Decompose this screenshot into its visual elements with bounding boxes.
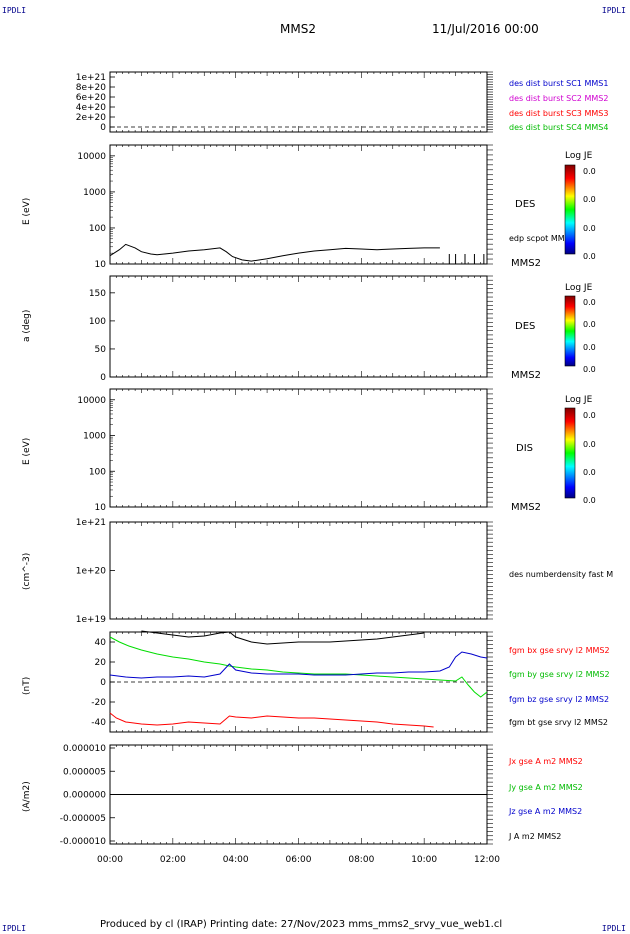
colorbar-tick: 0.0 [583,496,596,505]
legend-fgm-by: fgm by gse srvy l2 MMS2 [509,670,610,679]
colorbar-p4 [564,407,576,499]
y-tick-label-p6: 20 [95,658,107,668]
x-tick-label: 08:00 [348,855,374,865]
y-tick-label-p2: 10 [95,260,107,270]
colorbar-tick: 0.0 [583,411,596,420]
y-tick-label-p3: 0 [100,373,106,383]
x-tick-label: 12:00 [474,855,500,865]
y-tick-label-p7: -0.000010 [60,837,106,847]
panel-frame-p3 [109,275,488,378]
y-tick-label-p1: 6e+20 [76,93,107,103]
colorbar-p2 [564,164,576,255]
y-tick-label-p3: 100 [89,317,106,327]
series-line-edp-scpot-MMS2 [109,243,440,262]
series-line-fgm-bz-gse-srvy-l2-MMS2 [109,651,488,679]
panel-frame-p4 [109,388,488,508]
legend-des-numberdensity: des numberdensity fast M [509,570,614,579]
species-label-des: DES [515,199,536,210]
y-tick-label-p7: -0.000005 [60,814,106,824]
y-tick-label-p4: 100 [89,467,106,477]
colorbar-p3 [564,295,576,367]
y-tick-label-p3: 150 [89,289,106,299]
colorbar-tick: 0.0 [583,224,596,233]
y-tick-label-p4: 10 [95,503,107,513]
footer-credits: Produced by cl (IRAP) Printing date: 27/… [100,919,503,930]
colorbar-tick: 0.0 [583,252,596,261]
colorbar-tick: 0.0 [583,440,596,449]
corner-mark-top-left: IPDLI [2,6,27,15]
y-tick-label-p7: 0.000010 [63,744,106,754]
y-tick-label-p2: 1000 [83,188,106,198]
spacecraft-title: MMS2 [280,22,316,36]
plot-date: 11/Jul/2016 00:00 [432,22,539,36]
colorbar-title-p4: Log JE [565,395,593,405]
y-tick-label-p2: 10000 [77,152,106,162]
y-tick-label-p3: 50 [95,345,107,355]
y-tick-label-p7: 0.000000 [63,791,106,801]
legend-fgm-bt: fgm bt gse srvy l2 MMS2 [509,718,608,727]
legend-jz: Jz gse A m2 MMS2 [509,807,583,816]
colorbar-title-p2: Log JE [565,151,593,161]
legend-jy: Jy gse A m2 MMS2 [509,783,583,792]
legend-des-sc1: des dist burst SC1 MMS1 [509,79,609,88]
spacecraft-label-p2: MMS2 [511,258,541,269]
panel-frame-p5 [109,521,488,620]
species-label-dis: DIS [516,443,533,454]
y-tick-label-p4: 1000 [83,432,106,442]
legend-jx: Jx gse A m2 MMS2 [509,757,583,766]
legend-j-total: J A m2 MMS2 [509,832,562,841]
species-label-des-pitch: DES [515,321,536,332]
legend-des-sc4: des dist burst SC4 MMS4 [509,123,609,132]
y-tick-label-p6: 40 [95,638,107,648]
legend-edp-scpot: edp scpot MMS2 [509,234,575,243]
y-tick-label-p2: 100 [89,224,106,234]
colorbar-tick: 0.0 [583,298,596,307]
y-tick-label-p5: 1e+21 [76,518,106,528]
panel-frame-p2 [109,144,488,265]
colorbar-tick: 0.0 [583,365,596,374]
y-tick-label-p1: 4e+20 [76,103,107,113]
corner-mark-bottom-left: IPDLI [2,924,27,933]
y-tick-label-p4: 10000 [77,396,106,406]
legend-fgm-bx: fgm bx gse srvy l2 MMS2 [509,646,610,655]
y-tick-label-p1: 8e+20 [76,83,107,93]
spacecraft-label-p4: MMS2 [511,502,541,513]
y-tick-label-p1: 0 [100,123,106,133]
colorbar-tick: 0.0 [583,320,596,329]
x-tick-label: 06:00 [286,855,312,865]
y-tick-label-p6: -40 [91,718,106,728]
corner-mark-bottom-right: IPDLI [601,924,626,933]
spacecraft-label-p3: MMS2 [511,370,541,381]
y-tick-label-p6: 0 [100,678,106,688]
colorbar-tick: 0.0 [583,343,596,352]
y-tick-label-p1: 2e+20 [76,113,107,123]
legend-des-sc2: des dist burst SC2 MMS2 [509,94,609,103]
colorbar-tick: 0.0 [583,195,596,204]
panel-frame-p1 [109,71,488,133]
y-tick-label-p5: 1e+19 [76,615,107,625]
legend-des-sc3: des dist burst SC3 MMS3 [509,109,609,118]
colorbar-title-p3: Log JE [565,283,593,293]
corner-mark-top-right: IPDLI [601,6,626,15]
colorbar-tick: 0.0 [583,167,596,176]
series-line-fgm-by-gse-srvy-l2-MMS2 [109,636,488,698]
colorbar-tick: 0.0 [583,468,596,477]
series-line-fgm-bx-gse-srvy-l2-MMS2 [109,712,434,728]
y-tick-label-p5: 1e+20 [76,567,107,577]
series-line-fgm-bt-gse-srvy-l2-MMS2 [141,630,425,645]
x-tick-label: 10:00 [411,855,437,865]
x-tick-label: 02:00 [160,855,186,865]
x-tick-label: 04:00 [223,855,249,865]
y-tick-label-p6: -20 [91,698,106,708]
y-tick-label-p7: 0.000005 [63,767,106,777]
y-tick-label-p1: 1e+21 [76,73,106,83]
x-tick-label: 00:00 [97,855,123,865]
legend-fgm-bz: fgm bz gse srvy l2 MMS2 [509,695,610,704]
